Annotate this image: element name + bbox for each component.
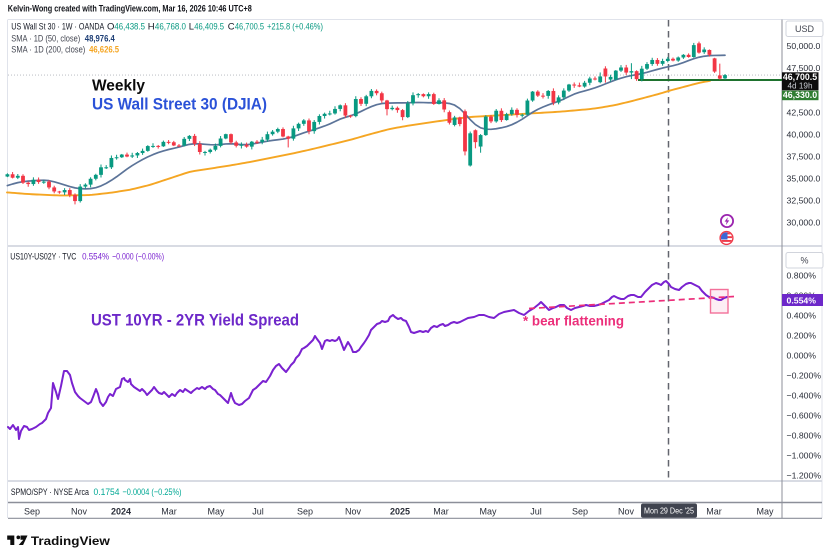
svg-text:Sep: Sep	[572, 507, 588, 517]
svg-text:Weekly: Weekly	[92, 78, 145, 95]
svg-text:US Wall St 30 · 1W · OANDA: US Wall St 30 · 1W · OANDA	[11, 21, 104, 32]
svg-text:0.800%: 0.800%	[787, 271, 817, 281]
svg-text:Kelvin-Wong created with Tradi: Kelvin-Wong created with TradingView.com…	[8, 4, 252, 14]
svg-text:−1.000%: −1.000%	[787, 451, 822, 461]
svg-text:0.1754: 0.1754	[94, 487, 120, 498]
svg-text:47,500.0: 47,500.0	[787, 63, 821, 73]
svg-text:46,626.5: 46,626.5	[89, 44, 120, 55]
svg-text:46,438.5: 46,438.5	[114, 21, 145, 32]
svg-text:0.554%: 0.554%	[82, 252, 109, 263]
svg-text:−0.0004 (−0.25%): −0.0004 (−0.25%)	[123, 487, 182, 498]
svg-text:Mon 29 Dec '25: Mon 29 Dec '25	[644, 506, 694, 516]
svg-text:0.400%: 0.400%	[787, 311, 817, 321]
svg-text:0.000%: 0.000%	[787, 351, 817, 361]
svg-text:50,000.0: 50,000.0	[787, 41, 821, 51]
svg-text:48,976.4: 48,976.4	[85, 34, 116, 45]
svg-text:4d 19h: 4d 19h	[787, 82, 812, 91]
svg-text:−0.600%: −0.600%	[787, 411, 822, 421]
svg-text:SMA · 1D (50, close): SMA · 1D (50, close)	[11, 34, 80, 45]
svg-text:Sep: Sep	[297, 507, 313, 517]
svg-text:May: May	[207, 507, 225, 517]
svg-text:* bear flattening: * bear flattening	[523, 314, 624, 329]
svg-text:46,700.5: 46,700.5	[235, 21, 264, 32]
svg-text:Jul: Jul	[252, 507, 264, 517]
svg-text:0.200%: 0.200%	[787, 331, 817, 341]
svg-text:May: May	[756, 507, 774, 517]
svg-text:L: L	[189, 21, 194, 32]
svg-text:−0.800%: −0.800%	[787, 431, 822, 441]
svg-text:Mar: Mar	[433, 507, 449, 517]
svg-text:Mar: Mar	[706, 507, 722, 517]
svg-text:Sep: Sep	[24, 507, 40, 517]
svg-text:−0.400%: −0.400%	[787, 391, 822, 401]
svg-text:TradingView: TradingView	[31, 534, 110, 548]
svg-text:46,330.0: 46,330.0	[783, 90, 817, 100]
svg-text:SMA · 1D (200, close): SMA · 1D (200, close)	[11, 44, 85, 55]
svg-text:46,700.5: 46,700.5	[783, 72, 817, 82]
svg-text:%: %	[800, 255, 808, 265]
svg-text:30,000.0: 30,000.0	[787, 218, 821, 228]
svg-text:USD: USD	[795, 24, 815, 34]
svg-text:May: May	[479, 507, 497, 517]
svg-text:2025: 2025	[390, 507, 410, 517]
svg-text:Mar: Mar	[161, 507, 177, 517]
svg-text:Nov: Nov	[71, 507, 88, 517]
svg-text:−0.000 (−0.00%): −0.000 (−0.00%)	[112, 252, 164, 263]
svg-text:UST 10YR - 2YR Yield Spread: UST 10YR - 2YR Yield Spread	[91, 311, 299, 330]
svg-text:Jul: Jul	[530, 507, 542, 517]
svg-text:37,500.0: 37,500.0	[787, 151, 821, 161]
svg-text:32,500.0: 32,500.0	[787, 195, 821, 205]
svg-text:42,500.0: 42,500.0	[787, 107, 821, 117]
svg-text:H: H	[148, 21, 155, 32]
svg-text:Nov: Nov	[618, 507, 635, 517]
svg-text:US10Y-US02Y · TVC: US10Y-US02Y · TVC	[10, 252, 76, 263]
svg-text:−0.200%: −0.200%	[787, 371, 822, 381]
svg-text:0.554%: 0.554%	[787, 295, 817, 305]
svg-text:40,000.0: 40,000.0	[787, 129, 821, 139]
svg-text:SPMO/SPY · NYSE Arca: SPMO/SPY · NYSE Arca	[11, 487, 90, 498]
svg-text:Nov: Nov	[345, 507, 362, 517]
svg-text:46,409.5: 46,409.5	[194, 21, 224, 32]
svg-text:35,000.0: 35,000.0	[787, 173, 821, 183]
svg-text:C: C	[228, 21, 235, 32]
svg-text:2024: 2024	[111, 507, 131, 517]
svg-text:−1.200%: −1.200%	[787, 471, 822, 481]
svg-text:O: O	[107, 21, 114, 32]
svg-text:46,768.0: 46,768.0	[155, 21, 186, 32]
svg-text:+215.8 (+0.46%): +215.8 (+0.46%)	[267, 21, 323, 32]
svg-text:US Wall Street 30 (DJIA): US Wall Street 30 (DJIA)	[92, 95, 267, 114]
